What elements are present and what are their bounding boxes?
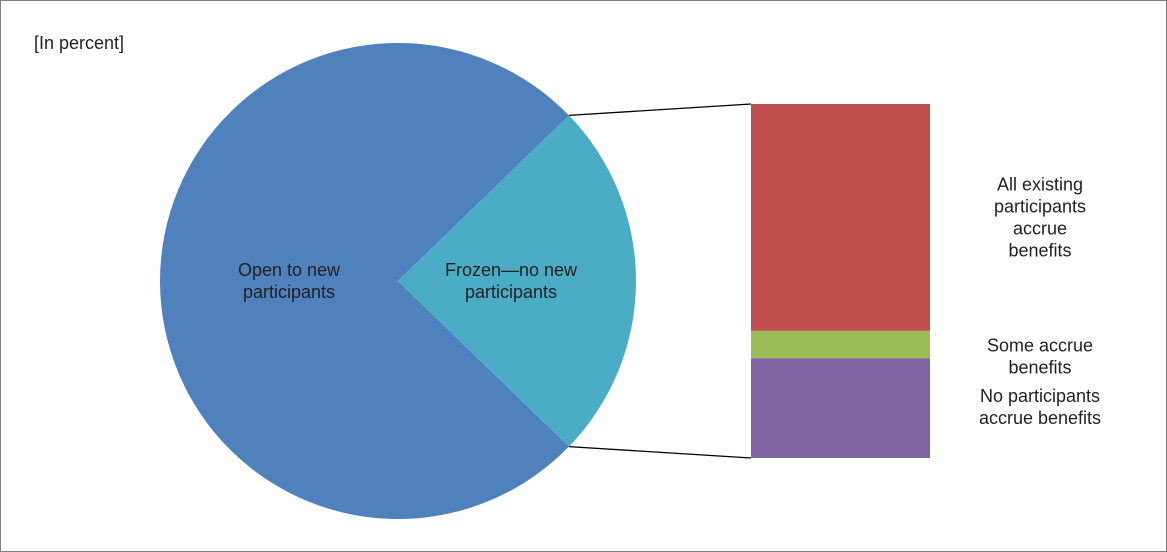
stacked-bar <box>751 104 930 458</box>
connector-line-bottom <box>568 445 752 459</box>
pie <box>159 43 636 519</box>
bar-segment-no-participants-accrue-benefits <box>751 358 930 458</box>
unit-note: [In percent] <box>34 33 125 53</box>
pie-label-open-to-new-participants: Open to new participants <box>238 260 341 302</box>
pie-slice-frozen-no-new-participants <box>398 115 636 447</box>
connector-line-top <box>568 103 752 117</box>
connector-lines <box>568 103 752 459</box>
labels: Open to new participants Frozen—no new part… <box>238 174 1101 428</box>
bar-label-some-accrue-benefits: Some accrue benefits <box>987 336 1093 378</box>
pie-label-frozen-no-new-participants: Frozen—no new participants <box>445 260 578 302</box>
bar-segment-all-existing-participants-accrue-benefits <box>751 104 930 331</box>
bar-segment-some-accrue-benefits <box>751 330 930 359</box>
pie-slice-open-to-new-participants <box>159 43 569 519</box>
bar-label-all-existing-participants-accrue-benefits: All existing participants accrue benefits <box>994 174 1086 260</box>
bar-label-no-participants-accrue-benefits: No participants accrue benefits <box>979 386 1101 428</box>
